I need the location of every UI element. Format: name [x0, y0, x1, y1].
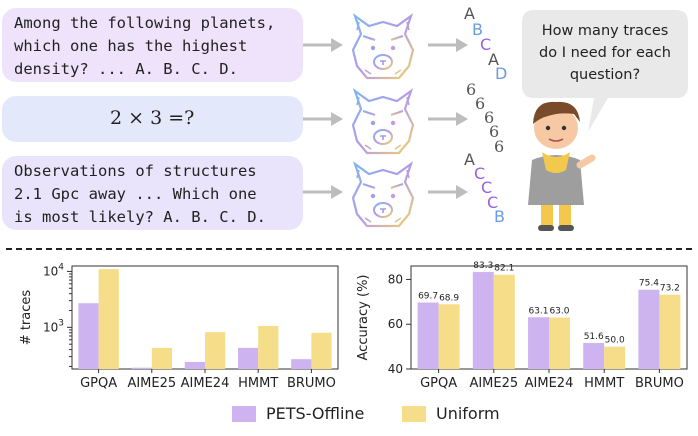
child-figure-icon — [528, 101, 596, 231]
x-tick-label: GPQA — [80, 376, 117, 391]
x-tick-label: HMMT — [584, 376, 624, 391]
data-label: 75.4 — [639, 279, 659, 289]
bar-GPQA-Uniform — [98, 269, 119, 369]
x-tick-label: GPQA — [420, 376, 457, 391]
answer-row3-2: C — [474, 164, 486, 183]
legend: PETS-Offline Uniform — [0, 404, 698, 428]
legend-label-pets: PETS-Offline — [266, 404, 365, 423]
bar-AIME24-Uniform — [205, 332, 226, 369]
y-tick-label: 60 — [388, 317, 403, 331]
bar-BRUMO-Uniform — [311, 332, 332, 369]
y-axis-label: # traces — [19, 290, 34, 346]
llama-icon-row-1 — [351, 14, 415, 80]
y-tick-label: 104 — [43, 262, 64, 278]
answer-row3-5: B — [494, 207, 505, 226]
answer-row3-3: C — [481, 178, 493, 197]
question-box-2 — [2, 96, 303, 142]
data-label: 63.1 — [528, 306, 548, 316]
section-divider — [6, 248, 692, 250]
bar-HMMT-Uniform — [258, 325, 279, 369]
llama-icon-row-3 — [351, 162, 415, 228]
answer-row2-3: 6 — [484, 108, 495, 127]
speech-bubble — [522, 10, 688, 132]
data-label: 83.3 — [473, 261, 493, 271]
data-label: 50.0 — [605, 336, 625, 346]
x-tick-label: AIME24 — [525, 376, 574, 391]
arrow-row-3-out — [426, 183, 470, 201]
llama-icon-row-2 — [351, 89, 415, 155]
y-axis-label: Accuracy (%) — [356, 275, 371, 361]
question-1-line-2: which one has the highest — [14, 37, 248, 55]
legend-label-uniform: Uniform — [436, 404, 500, 423]
question-box-3 — [2, 156, 303, 230]
accuracy-chart: 69.7 68.9 GPQA 83.3 82.1 AIME25 63.1 63.0 AIME24… — [356, 261, 688, 391]
answer-row1-5: D — [495, 64, 508, 83]
bar-BRUMO-Uniform — [659, 294, 681, 369]
bar-HMMT-PETS-Offline — [583, 343, 605, 369]
arrow-row-1-out — [426, 36, 470, 54]
bar-BRUMO-PETS-Offline — [638, 289, 660, 369]
x-tick-label: AIME25 — [127, 376, 176, 391]
legend-swatch-pets — [232, 406, 256, 422]
bar-AIME24-PETS-Offline — [528, 317, 549, 369]
bar-HMMT-PETS-Offline — [237, 347, 259, 369]
bar-AIME25-PETS-Offline — [472, 272, 494, 369]
question-1-line-1: Among the following planets, — [14, 14, 276, 32]
data-label: 82.1 — [494, 264, 514, 274]
bar-GPQA-PETS-Offline — [78, 303, 99, 369]
bar-GPQA-PETS-Offline — [417, 302, 439, 369]
question-3-line-3: is most likely? A. B. C. D. — [14, 208, 266, 226]
question-3-line-2: 2.1 Gpc away ... Which one — [14, 185, 257, 203]
bar-AIME25-PETS-Offline — [131, 367, 152, 369]
answer-row1-2: B — [472, 20, 483, 39]
y-tick-label: 80 — [388, 272, 403, 286]
bubble-line-3: question? — [569, 67, 641, 83]
bar-AIME24-Uniform — [549, 317, 570, 369]
legend-swatch-uniform — [402, 406, 426, 422]
question-1-line-3: density? ... A. B. C. D. — [14, 60, 238, 78]
question-box-1 — [2, 8, 303, 82]
question-3-line-1: Observations of structures — [14, 162, 257, 180]
bubble-line-1: How many traces — [541, 23, 669, 39]
answer-row2-1: 6 — [466, 80, 477, 99]
arrow-row-2-in — [301, 110, 345, 128]
data-label: 63.0 — [549, 307, 569, 317]
bar-AIME25-Uniform — [151, 347, 173, 369]
x-tick-label: HMMT — [238, 376, 278, 391]
arrow-row-3-in — [301, 183, 345, 201]
x-tick-label: AIME24 — [181, 376, 230, 391]
data-label: 51.6 — [584, 332, 604, 342]
answer-row2-2: 6 — [475, 94, 486, 113]
x-tick-label: BRUMO — [635, 376, 684, 391]
bubble-line-2: do I need for each — [539, 45, 671, 61]
x-tick-label: BRUMO — [287, 376, 336, 391]
pipeline-graphics — [301, 10, 688, 231]
y-tick-label: 40 — [388, 362, 403, 376]
bar-GPQA-Uniform — [438, 304, 460, 369]
y-tick-label: 103 — [43, 318, 64, 334]
answer-row3-1: A — [464, 150, 475, 169]
bar-AIME24-PETS-Offline — [184, 362, 205, 369]
bar-BRUMO-PETS-Offline — [291, 359, 312, 369]
answer-row3-4: C — [487, 193, 499, 212]
traces-chart: GPQA AIME25 AIME24 HMMT BRUMO 103 104 # traces — [19, 262, 339, 391]
arrow-row-2-out — [426, 110, 470, 128]
bar-AIME25-Uniform — [493, 274, 515, 369]
answer-row1-1: A — [464, 4, 475, 23]
arrow-row-1-in — [301, 36, 345, 54]
answer-row2-5: 6 — [494, 137, 505, 156]
data-label: 68.9 — [439, 293, 459, 303]
question-2-math: 2 × 3 =? — [110, 107, 195, 129]
answer-row1-4: A — [488, 50, 499, 69]
answer-row2-4: 6 — [489, 122, 500, 141]
bar-HMMT-Uniform — [604, 346, 626, 369]
data-label: 73.2 — [660, 284, 680, 294]
x-tick-label: AIME25 — [469, 376, 518, 391]
answer-row1-3: C — [480, 35, 492, 54]
data-label: 69.7 — [418, 291, 438, 301]
